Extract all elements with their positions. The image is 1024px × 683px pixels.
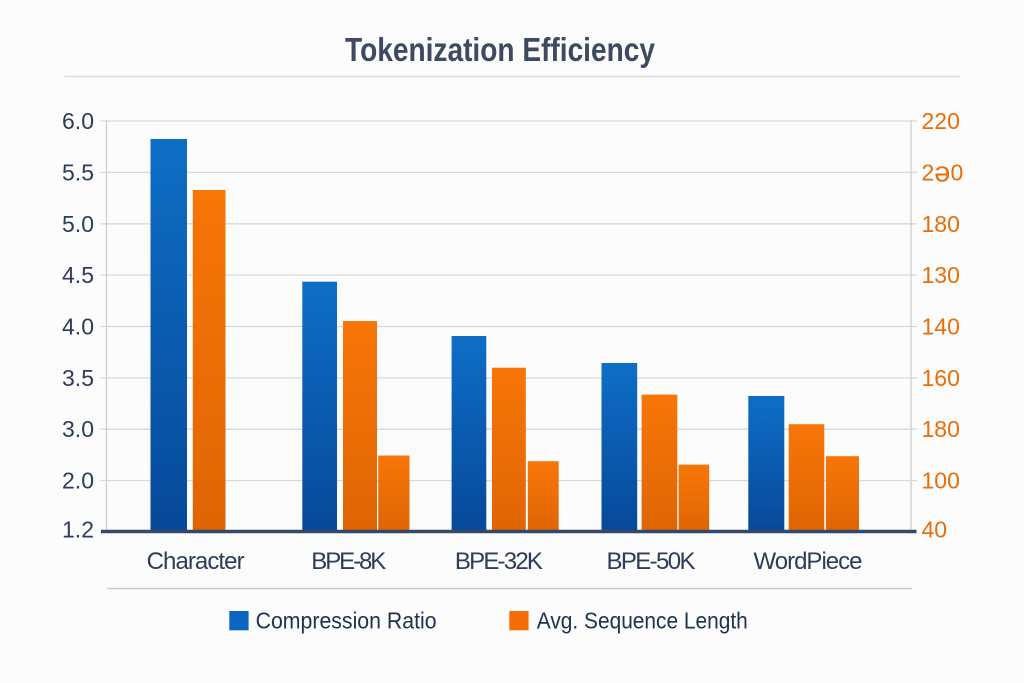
svg-text:BPE-50K: BPE-50K (607, 548, 696, 575)
svg-text:180: 180 (922, 416, 960, 442)
svg-text:160: 160 (922, 365, 960, 391)
svg-text:140: 140 (922, 314, 960, 340)
svg-text:100: 100 (922, 468, 960, 494)
svg-text:2ə0: 2ə0 (922, 156, 964, 188)
svg-text:Compression Ratio: Compression Ratio (256, 608, 437, 634)
svg-text:5.0: 5.0 (62, 211, 94, 237)
svg-text:3.0: 3.0 (62, 416, 94, 442)
svg-text:WordPiece: WordPiece (754, 548, 863, 575)
svg-text:3.5: 3.5 (62, 365, 94, 391)
svg-text:40: 40 (922, 517, 948, 543)
svg-text:Tokenization Efficiency: Tokenization Efficiency (345, 31, 656, 68)
svg-text:180: 180 (922, 211, 960, 237)
svg-text:4.0: 4.0 (62, 314, 94, 340)
svg-text:2.0: 2.0 (62, 468, 94, 494)
svg-text:BPE-8K: BPE-8K (311, 548, 386, 575)
svg-text:5.5: 5.5 (62, 159, 94, 185)
svg-text:6.0: 6.0 (62, 108, 94, 134)
svg-text:130: 130 (922, 262, 960, 288)
svg-text:Character: Character (147, 548, 245, 575)
svg-text:4.5: 4.5 (62, 262, 94, 288)
svg-text:1.2: 1.2 (62, 517, 94, 543)
svg-text:220: 220 (922, 108, 960, 134)
svg-text:Avg. Sequence Length: Avg. Sequence Length (537, 608, 748, 634)
svg-text:BPE-32K: BPE-32K (455, 548, 543, 575)
